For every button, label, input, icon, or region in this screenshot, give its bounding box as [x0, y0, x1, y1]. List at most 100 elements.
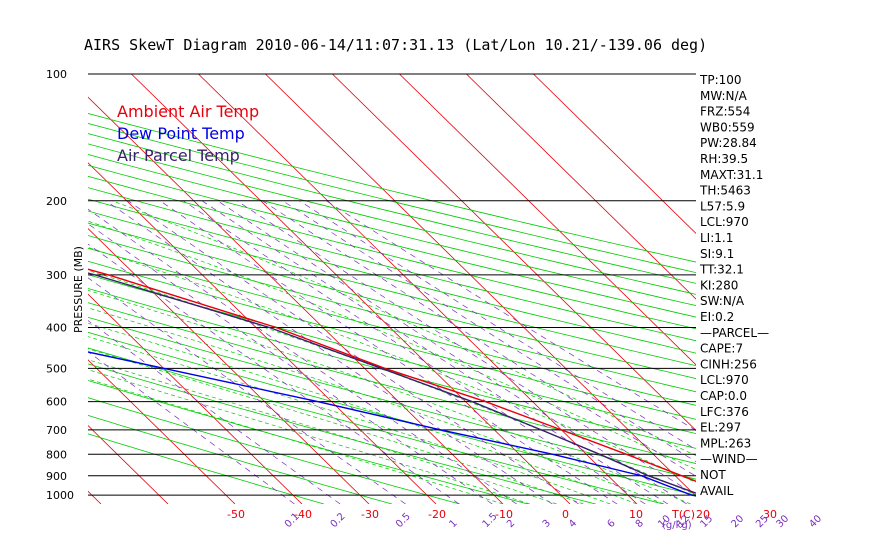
mixing-ratio-label: 20: [729, 513, 746, 530]
stability-index-item: NOT: [700, 468, 726, 482]
legend: Ambient Air Temp Dew Point Temp Air Parc…: [117, 102, 259, 165]
bottom-temp-tick-label: -10: [495, 508, 513, 521]
bottom-temp-tick-label: -40: [294, 508, 312, 521]
mixing-ratio-line: [88, 351, 295, 504]
mixing-ratio-label: 4: [567, 518, 579, 530]
bottom-temp-tick-label: 0: [562, 508, 569, 521]
mixing-ratio-unit: (g/kg): [662, 520, 692, 531]
stability-index-item: CAP:0.0: [700, 389, 747, 403]
pressure-tick-label: 600: [46, 396, 67, 409]
dry-adiabat-line: [88, 347, 664, 504]
mixing-ratio-line: [105, 200, 553, 504]
isotherm-line: [198, 74, 638, 504]
stability-index-item: LFC:376: [700, 405, 749, 419]
dry-adiabat-line: [88, 187, 696, 342]
mixing-ratio-line: [236, 200, 696, 496]
dry-adiabat-line: [88, 260, 696, 420]
stability-index-item: LCL:970: [700, 373, 749, 387]
stability-index-item: —PARCEL—: [700, 326, 769, 340]
dry-adiabat-line: [88, 331, 696, 496]
bottom-temp-tick-label: -50: [227, 508, 245, 521]
mixing-ratio-line: [159, 200, 618, 504]
profile-line-ambient: [88, 268, 696, 483]
y-axis-label: PRESSURE (MB): [72, 246, 85, 333]
pressure-tick-label: 900: [46, 470, 67, 483]
sounding-profiles: [88, 268, 696, 497]
moist-adiabat-line: [112, 200, 696, 457]
isotherm-line: [332, 74, 696, 432]
stability-index-item: LI:1.1: [700, 231, 733, 245]
chart-title: AIRS SkewT Diagram 2010-06-14/11:07:31.1…: [84, 36, 707, 54]
dry-adiabat-line: [88, 288, 696, 449]
isotherm-line: [466, 74, 696, 300]
mixing-ratio-line: [201, 200, 669, 504]
stability-index-item: TP:100: [699, 73, 742, 87]
pressure-tick-label: 300: [46, 269, 67, 282]
dry-adiabat-line: [88, 123, 696, 274]
mixing-ratio-line: [282, 200, 696, 463]
dry-adiabat-line: [88, 235, 696, 393]
profile-line-parcel: [88, 272, 696, 494]
stability-index-item: MAXT:31.1: [700, 168, 763, 182]
dry-adiabat-line: [88, 222, 696, 380]
moist-adiabat-line: [88, 378, 504, 504]
dry-adiabat-line: [88, 363, 596, 504]
dry-adiabat-line: [88, 302, 696, 465]
mixing-ratio-line: [88, 277, 406, 504]
dry-adiabat-line: [88, 247, 696, 406]
dry-adiabat-line: [88, 143, 696, 295]
bottom-axis-unit: T(C): [671, 508, 695, 521]
bottom-temp-tick-label: -20: [428, 508, 446, 521]
stability-index-item: EL:297: [700, 421, 741, 435]
pressure-tick-label: 700: [46, 424, 67, 437]
isotherm-line: [533, 74, 696, 234]
stability-index-item: TT:32.1: [699, 263, 744, 277]
legend-parcel: Air Parcel Temp: [117, 146, 240, 165]
pressure-tick-label: 100: [46, 68, 67, 81]
stability-index-item: WB0:559: [700, 120, 755, 134]
moist-adiabat-line: [88, 348, 584, 504]
moist-adiabat-line: [88, 369, 530, 504]
moist-adiabat-line: [88, 307, 664, 504]
dry-adiabat-line: [88, 210, 696, 367]
dry-adiabat-line: [88, 380, 528, 504]
mixing-ratio-label: 40: [807, 513, 824, 530]
mixing-ratio-line: [262, 200, 696, 477]
mixing-ratio-label: 1: [447, 518, 459, 530]
stability-index-item: PW:28.84: [700, 136, 757, 150]
stability-index-item: LCL:970: [700, 215, 749, 229]
bottom-temp-tick-label: 30: [763, 508, 777, 521]
mixing-ratio-label: 0.2: [329, 511, 348, 530]
moist-adiabat-line: [88, 270, 696, 496]
moist-adiabat-line: [88, 336, 611, 504]
diagram-grid: [88, 74, 696, 504]
stability-index-item: MW:N/A: [700, 89, 748, 103]
mixing-ratio-line: [88, 320, 341, 504]
mixing-ratio-line: [88, 208, 517, 504]
dry-adiabat-line: [88, 415, 393, 504]
mixing-ratio-label: 2: [505, 518, 517, 530]
pressure-tick-label: 800: [46, 448, 67, 461]
dry-adiabat-line: [88, 198, 696, 354]
pressure-tick-label: 200: [46, 195, 67, 208]
stability-index-item: FRZ:554: [700, 105, 750, 119]
mixing-ratio-label: 6: [605, 518, 617, 530]
mixing-ratio-line: [127, 200, 579, 504]
isotherm-line: [88, 490, 102, 504]
mixing-ratio-label: 30: [775, 513, 792, 530]
stability-index-item: EI:0.2: [700, 310, 734, 324]
dry-adiabat-line: [88, 164, 696, 318]
moist-adiabat-line: [88, 220, 696, 470]
mixing-ratio-label: 0.5: [394, 511, 413, 530]
isobar-lines: [88, 73, 696, 496]
isotherm-line: [88, 425, 169, 504]
stability-index-item: RH:39.5: [700, 152, 748, 166]
isotherm-line: [399, 74, 696, 366]
moist-adiabat-line: [88, 359, 557, 504]
bottom-temp-tick-label: 20: [696, 508, 710, 521]
dry-adiabat-line: [88, 397, 460, 504]
dry-adiabat-line: [88, 316, 696, 480]
pressure-tick-label: 1000: [46, 489, 74, 502]
